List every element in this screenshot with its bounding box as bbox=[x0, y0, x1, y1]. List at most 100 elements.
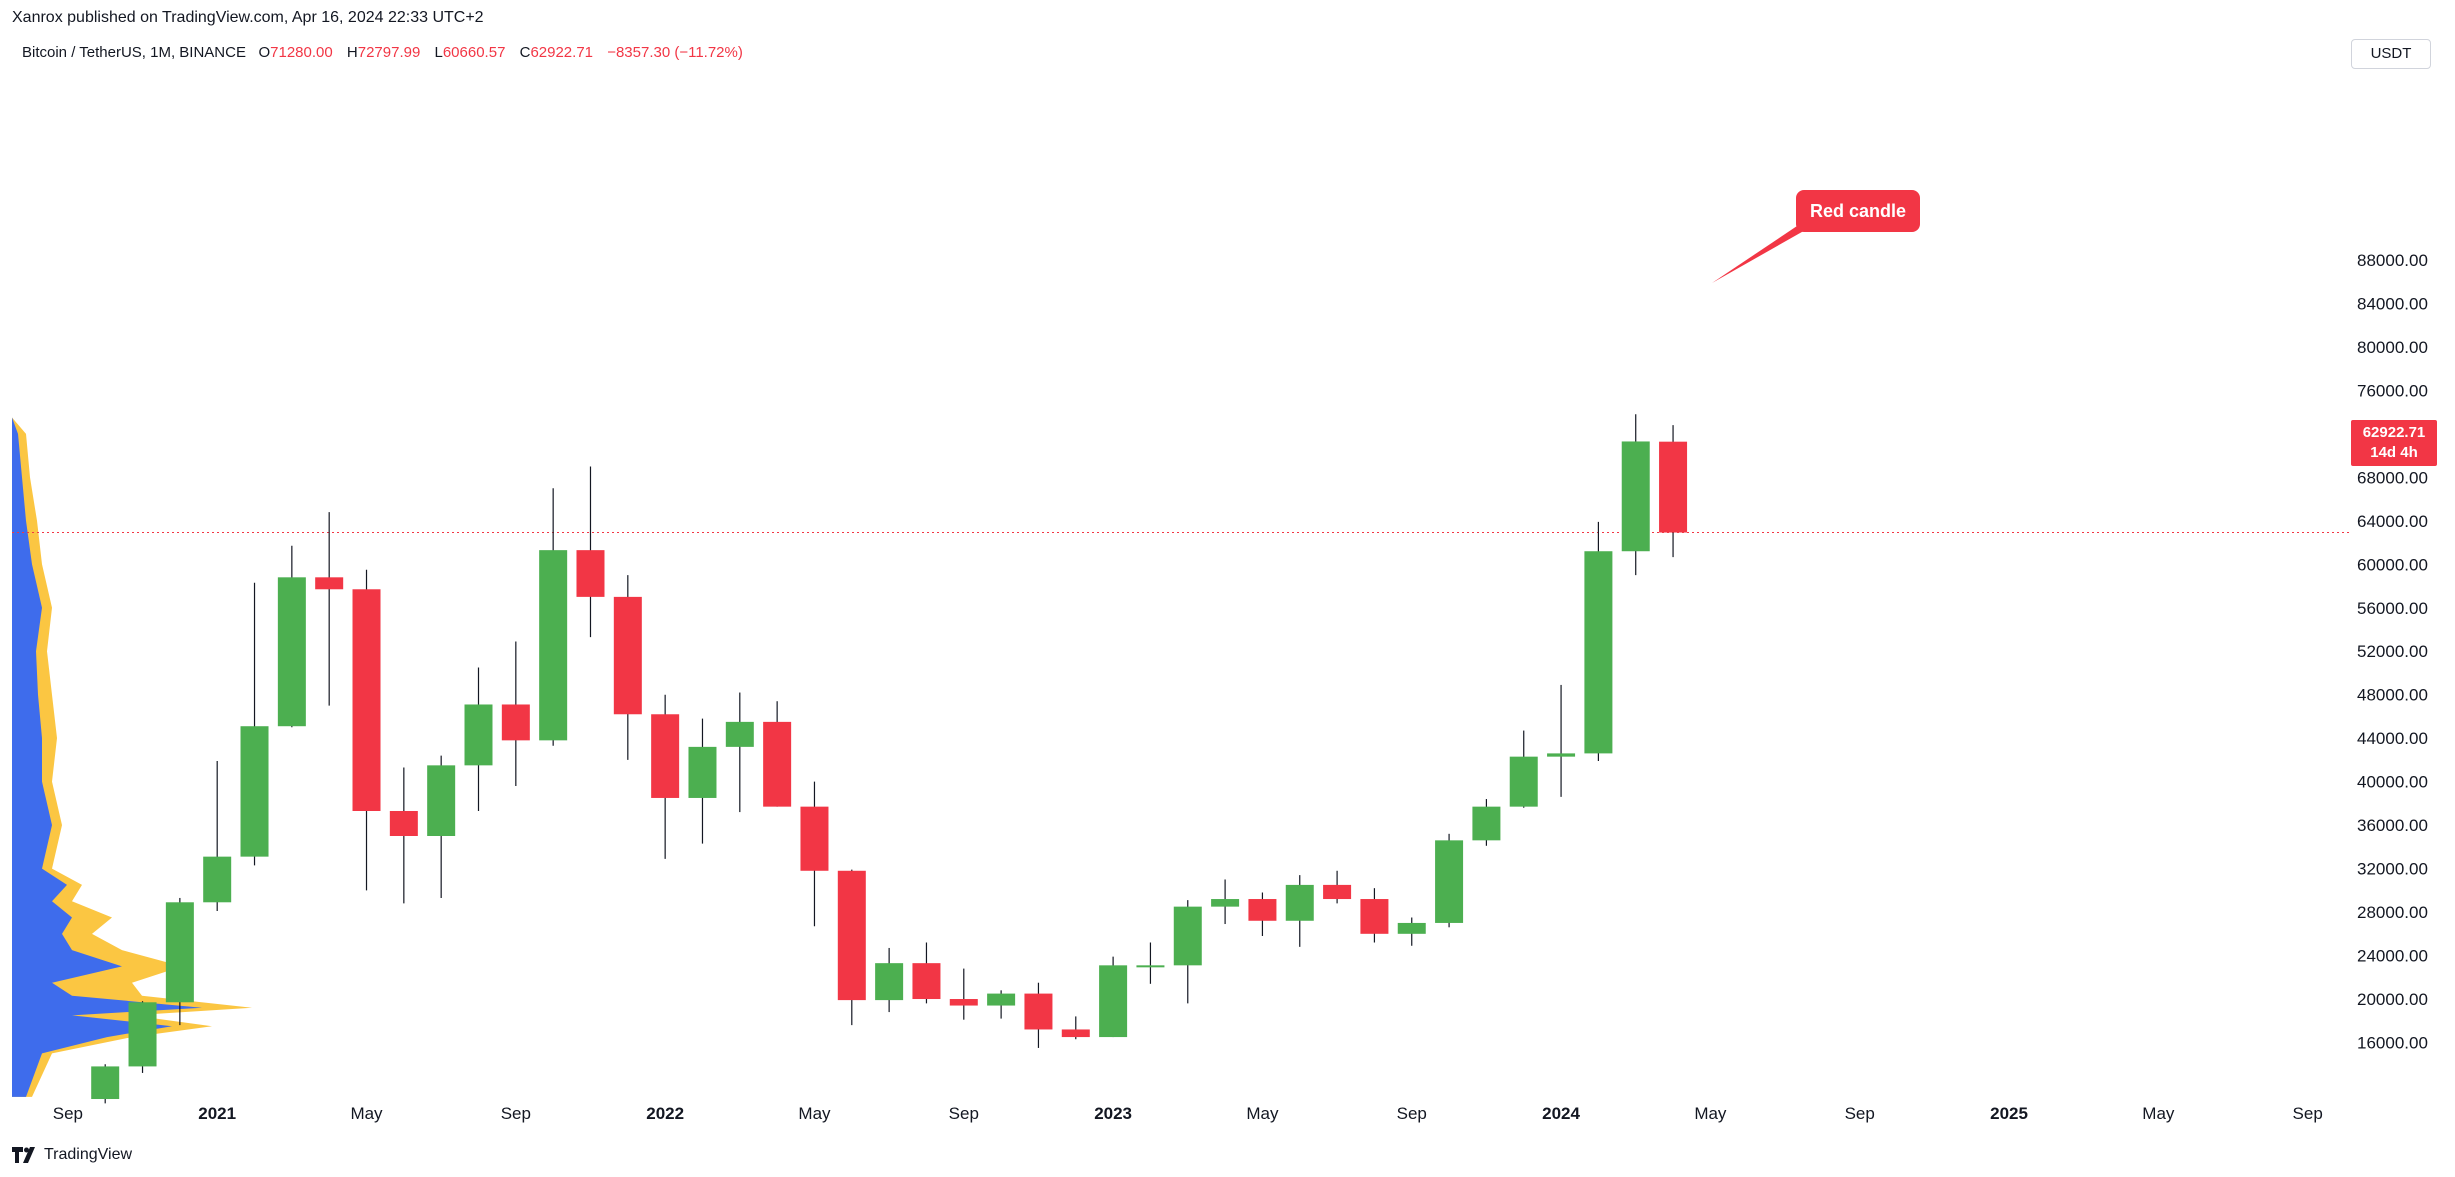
high-label: H bbox=[346, 44, 358, 61]
candles-group bbox=[91, 414, 1688, 1104]
price-tick-label: 56000.00 bbox=[2357, 599, 2428, 618]
candle-body bbox=[576, 550, 605, 597]
candle-body bbox=[651, 714, 680, 798]
candle-body bbox=[613, 596, 642, 715]
candle-body bbox=[501, 704, 530, 741]
candle-body bbox=[688, 746, 717, 798]
candle-body bbox=[1509, 756, 1538, 807]
volume-profile-up bbox=[12, 417, 202, 1097]
candle-body bbox=[203, 856, 232, 903]
candle-body bbox=[1136, 965, 1165, 968]
time-tick-label: 2021 bbox=[198, 1104, 236, 1123]
candle-body bbox=[912, 963, 941, 1000]
price-tick-label: 76000.00 bbox=[2357, 381, 2428, 400]
price-tick-label: 48000.00 bbox=[2357, 686, 2428, 705]
currency-button[interactable]: USDT bbox=[2351, 39, 2431, 69]
time-tick-label: 2024 bbox=[1542, 1104, 1580, 1123]
price-tick-label: 80000.00 bbox=[2357, 338, 2428, 357]
candle-body bbox=[1248, 899, 1277, 921]
symbol-name: Bitcoin / TetherUS, 1M, BINANCE bbox=[22, 44, 246, 61]
price-tick-label: 16000.00 bbox=[2357, 1034, 2428, 1053]
red-candle-callout[interactable]: Red candle bbox=[1796, 190, 1920, 232]
time-tick-label: Sep bbox=[1397, 1104, 1427, 1123]
time-tick-label: May bbox=[2142, 1104, 2175, 1123]
candle-body bbox=[389, 810, 418, 836]
change-value: −8357.30 (−11.72%) bbox=[607, 44, 743, 61]
candle-body bbox=[1584, 551, 1613, 754]
price-tick-label: 24000.00 bbox=[2357, 947, 2428, 966]
candle-body bbox=[427, 765, 456, 836]
time-tick-label: May bbox=[1694, 1104, 1727, 1123]
price-tick-label: 40000.00 bbox=[2357, 773, 2428, 792]
candle-body bbox=[1435, 840, 1464, 923]
time-tick-label: May bbox=[798, 1104, 831, 1123]
candle-body bbox=[875, 963, 904, 1001]
candle-body bbox=[837, 870, 866, 1001]
candle-body bbox=[1211, 899, 1240, 907]
candle-body bbox=[464, 704, 493, 766]
high-value: 72797.99 bbox=[357, 44, 421, 61]
candle-body bbox=[240, 726, 269, 857]
candle-body bbox=[315, 577, 344, 590]
close-value: 62922.71 bbox=[530, 44, 594, 61]
candle-body bbox=[539, 550, 568, 741]
last-price-tag: 62922.71 14d 4h bbox=[2351, 420, 2437, 466]
candle-body bbox=[1397, 922, 1426, 934]
candle-body bbox=[987, 993, 1016, 1006]
price-tick-label: 84000.00 bbox=[2357, 294, 2428, 313]
candle-body bbox=[1099, 965, 1128, 1038]
time-tick-label: Sep bbox=[2293, 1104, 2323, 1123]
symbol-legend: Bitcoin / TetherUS, 1M, BINANCE O71280.0… bbox=[22, 44, 743, 61]
candle-body bbox=[1024, 993, 1053, 1030]
low-label: L bbox=[434, 44, 443, 61]
last-price-value: 62922.71 bbox=[2362, 424, 2426, 441]
time-tick-label: 2022 bbox=[646, 1104, 684, 1123]
time-tick-label: May bbox=[1246, 1104, 1279, 1123]
candle-body bbox=[1285, 884, 1314, 921]
bar-countdown: 14d 4h bbox=[2370, 444, 2418, 461]
price-tick-label: 32000.00 bbox=[2357, 860, 2428, 879]
candle-body bbox=[352, 589, 381, 811]
candle-body bbox=[800, 806, 829, 871]
candle-body bbox=[763, 721, 792, 807]
tradingview-logo-icon bbox=[12, 1147, 35, 1163]
volume-profile-down bbox=[12, 417, 252, 1097]
price-axis[interactable]: 16000.00 20000.00 24000.00 28000.00 32000.00… bbox=[2357, 251, 2428, 1053]
candle-body bbox=[165, 902, 194, 1003]
time-tick-label: Sep bbox=[1845, 1104, 1875, 1123]
candle-body bbox=[1621, 441, 1650, 552]
time-tick-label: May bbox=[350, 1104, 383, 1123]
price-tick-label: 60000.00 bbox=[2357, 555, 2428, 574]
candle-body bbox=[277, 577, 306, 727]
open-label: O bbox=[258, 44, 271, 61]
candle-body bbox=[1547, 753, 1576, 757]
open-value: 71280.00 bbox=[270, 44, 333, 61]
price-tick-label: 44000.00 bbox=[2357, 729, 2428, 748]
candle-body bbox=[1360, 899, 1389, 934]
tradingview-footer[interactable]: TradingView bbox=[12, 1146, 132, 1164]
candle-body bbox=[128, 1002, 157, 1067]
price-tick-label: 28000.00 bbox=[2357, 903, 2428, 922]
price-tick-label: 36000.00 bbox=[2357, 816, 2428, 835]
time-tick-label: Sep bbox=[501, 1104, 531, 1123]
close-label: C bbox=[519, 44, 531, 61]
callout-pointer bbox=[1712, 224, 1816, 283]
candle-body bbox=[1659, 441, 1688, 533]
low-value: 60660.57 bbox=[442, 44, 506, 61]
time-axis[interactable]: Sep 2021 May Sep 2022 May Sep 2023 May Sep 2024 May… bbox=[53, 1104, 2323, 1123]
publisher-text: Xanrox published on TradingView.com, Apr… bbox=[12, 9, 484, 26]
candle-body bbox=[949, 999, 978, 1006]
time-tick-label: Sep bbox=[53, 1104, 83, 1123]
candle-body bbox=[1173, 906, 1202, 966]
time-tick-label: Sep bbox=[949, 1104, 979, 1123]
candle-body bbox=[725, 721, 754, 747]
price-tick-label: 52000.00 bbox=[2357, 642, 2428, 661]
candle-body bbox=[1323, 884, 1352, 900]
price-tick-label: 20000.00 bbox=[2357, 990, 2428, 1009]
volume-profile bbox=[12, 417, 252, 1097]
time-tick-label: 2023 bbox=[1094, 1104, 1132, 1123]
price-tick-label: 68000.00 bbox=[2357, 468, 2428, 487]
price-tick-label: 64000.00 bbox=[2357, 512, 2428, 531]
candle-body bbox=[91, 1066, 120, 1100]
